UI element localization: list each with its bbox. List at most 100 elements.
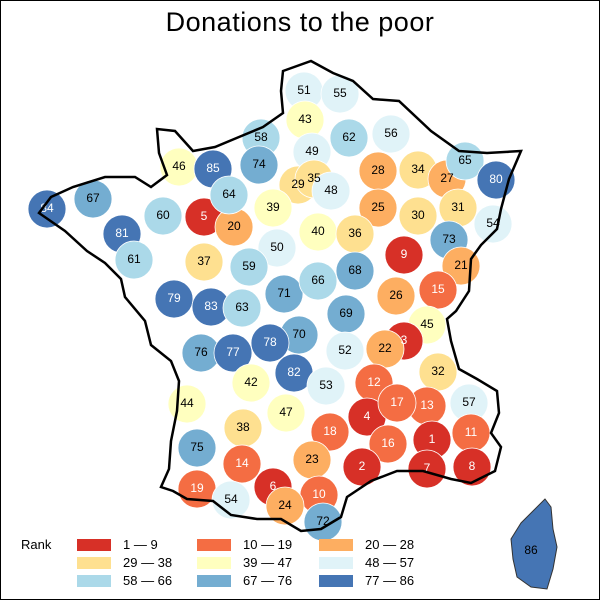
department-region: [222, 444, 262, 484]
department-region: [311, 171, 351, 211]
department-region: [213, 333, 253, 373]
department-region: [384, 235, 424, 275]
department-region: [298, 261, 338, 301]
department-rank-label: 13: [420, 398, 434, 412]
department-region: [154, 279, 194, 319]
department-rank-label: 24: [278, 498, 292, 512]
department-rank-label: 18: [323, 424, 337, 438]
department-rank-label: 20: [227, 219, 241, 233]
department-rank-label: 63: [235, 300, 249, 314]
department-rank-label: 79: [167, 291, 181, 305]
department-rank-label: 3: [401, 333, 408, 347]
department-rank-label: 61: [127, 252, 141, 266]
department-rank-label: 5: [201, 209, 208, 223]
department-rank-label: 42: [244, 375, 258, 389]
department-rank-label: 65: [458, 153, 472, 167]
department-region: [418, 270, 458, 310]
department-regions: [27, 71, 516, 542]
department-region: [371, 114, 411, 154]
department-rank-label: 31: [451, 200, 465, 214]
department-rank-label: 73: [442, 232, 456, 246]
department-rank-label: 48: [324, 183, 338, 197]
map-title: Donations to the poor: [165, 7, 435, 37]
department-region: [358, 188, 398, 228]
department-region: [377, 383, 417, 423]
department-region: [250, 323, 290, 363]
department-rank-label: 78: [263, 335, 277, 349]
department-rank-label: 54: [224, 492, 238, 506]
department-rank-label: 6: [270, 479, 277, 493]
department-rank-label: 10: [312, 487, 326, 501]
department-rank-label: 7: [424, 461, 431, 475]
department-rank-label: 83: [204, 299, 218, 313]
department-rank-label: 4: [364, 409, 371, 423]
department-region: [473, 204, 513, 244]
department-rank-label: 17: [390, 395, 404, 409]
department-rank-label: 9: [401, 247, 408, 261]
department-rank-label: 68: [348, 263, 362, 277]
department-rank-label: 11: [465, 425, 478, 439]
department-rank-label: 81: [115, 226, 129, 240]
department-rank-label: 38: [236, 420, 250, 434]
department-rank-label: 52: [338, 343, 352, 357]
department-region: [209, 175, 249, 215]
department-rank-label: 53: [319, 378, 333, 392]
department-rank-label: 46: [172, 159, 186, 173]
department-region: [310, 412, 350, 452]
department-rank-label: 2: [359, 459, 366, 473]
department-rank-label: 82: [287, 365, 301, 379]
department-rank-label: 29: [291, 177, 305, 191]
department-rank-label: 74: [252, 157, 266, 171]
department-region: [266, 393, 306, 433]
department-rank-label: 35: [307, 171, 321, 185]
department-rank-label: 19: [190, 481, 204, 495]
department-rank-label: 34: [411, 162, 425, 176]
department-region: [184, 242, 224, 282]
department-region: [253, 188, 293, 228]
department-region: [306, 366, 346, 406]
department-region: [264, 274, 304, 314]
department-rank-label: 36: [348, 226, 362, 240]
department-rank-label: 57: [462, 395, 476, 409]
department-rank-label: 51: [297, 83, 311, 97]
department-rank-label: 21: [454, 258, 468, 272]
department-rank-label: 32: [431, 364, 445, 378]
department-rank-label: 12: [367, 375, 381, 389]
department-region: [239, 145, 279, 185]
department-rank-label: 64: [222, 187, 236, 201]
department-rank-label: 80: [489, 172, 503, 186]
department-region: [222, 288, 262, 328]
department-region: [177, 428, 217, 468]
department-region: [231, 363, 271, 403]
department-rank-label: 59: [242, 259, 256, 273]
department-rank-label: 26: [389, 288, 403, 302]
department-region: [335, 251, 375, 291]
department-rank-label: 15: [431, 282, 445, 296]
department-rank-label: 85: [206, 161, 220, 175]
department-rank-label: 8: [469, 459, 476, 473]
department-region: [27, 189, 67, 229]
department-rank-label: 1: [429, 432, 436, 446]
department-rank-label: 37: [197, 254, 211, 268]
department-rank-label: 50: [270, 240, 284, 254]
department-rank-label: 69: [339, 306, 353, 320]
department-rank-label: 23: [305, 452, 319, 466]
department-rank-label: 55: [333, 86, 347, 100]
corsica-outline: [510, 498, 558, 590]
department-rank-label: 14: [235, 456, 249, 470]
department-rank-label: 76: [194, 345, 208, 359]
department-rank-label: 56: [384, 126, 398, 140]
department-rank-label: 70: [292, 327, 306, 341]
department-rank-label: 28: [371, 163, 385, 177]
department-region: [376, 276, 416, 316]
department-region: [398, 196, 438, 236]
department-region: [325, 331, 365, 371]
department-rank-label: 66: [311, 273, 325, 287]
department-rank-label: 22: [378, 341, 392, 355]
department-rank-label: 39: [266, 200, 280, 214]
department-rank-label: 71: [277, 286, 291, 300]
department-rank-label: 49: [305, 144, 319, 158]
